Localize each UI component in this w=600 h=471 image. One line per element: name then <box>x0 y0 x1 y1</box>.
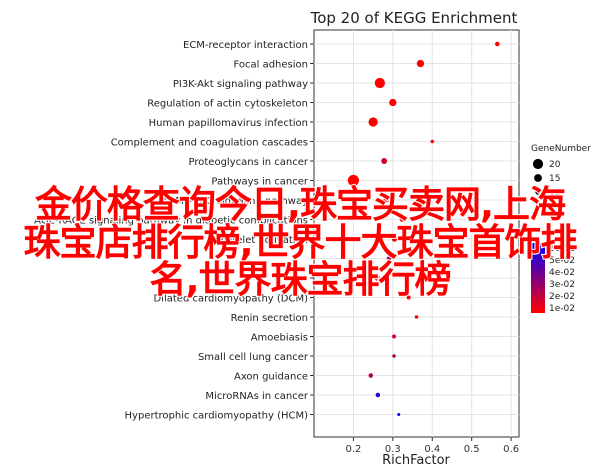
size-legend: 20 15 10 5 <box>532 158 561 212</box>
data-point <box>392 354 396 358</box>
color-legend-labels: 6e-02 5e-02 4e-02 3e-02 2e-02 1e-02 <box>549 244 575 314</box>
size-legend-dot <box>536 204 540 208</box>
y-tick-label: Pathways in cancer <box>211 177 308 188</box>
y-tick-label: Proteoglycans in cancer <box>189 157 309 168</box>
color-legend-label: 2e-02 <box>549 292 575 302</box>
size-legend-label: 20 <box>549 160 561 170</box>
y-tick-label: MicroRNAs in cancer <box>205 391 308 402</box>
data-point <box>375 392 381 398</box>
color-legend-label: 5e-02 <box>549 256 575 266</box>
data-point <box>416 59 425 68</box>
size-legend-dot <box>534 174 542 182</box>
y-tick-label: Axon guidance <box>234 372 308 383</box>
legend-size-title: GeneNumber <box>531 144 591 154</box>
data-point <box>374 275 380 281</box>
x-tick-label: 0.2 <box>345 444 361 455</box>
data-point <box>386 256 392 261</box>
y-tick-label: cGMP-PKG signaling pathway <box>162 196 308 207</box>
legend: GeneNumber 20 15 10 5 6e-02 5e-02 4e-02 3e-02 2… <box>531 144 591 314</box>
x-tick-label: 0.4 <box>424 444 440 455</box>
plot-panel <box>313 29 520 438</box>
y-tick-label: Renin secretion <box>231 313 308 324</box>
y-axis-labels: ECM-receptor interaction Focal adhesion PI… <box>34 40 314 422</box>
data-point <box>374 77 385 89</box>
watermark-line-2: 珠宝店排行榜,世界十大珠宝首饰排 <box>22 221 578 264</box>
x-tick-label: 0.6 <box>503 444 519 455</box>
x-axis-title: RichFactor <box>382 453 450 468</box>
chart-title: Top 20 of KEGG Enrichment <box>310 9 518 27</box>
y-tick-label: AGE-RAGE signaling pathway in diabetic c… <box>34 216 308 227</box>
color-legend-label: 6e-02 <box>549 244 575 254</box>
y-tick-label: Platelet activation <box>217 235 308 246</box>
x-axis-ticks: 0.2 0.3 0.4 0.5 0.6 <box>345 437 519 455</box>
watermark-line-3: 名,世界珠宝排行榜 <box>148 258 452 301</box>
y-tick-label: Human papillomavirus infection <box>149 118 308 129</box>
data-points <box>347 41 500 416</box>
data-point <box>391 236 398 242</box>
size-legend-label: 5 <box>549 202 555 212</box>
y-tick-label: Small cell lung cancer <box>198 352 309 363</box>
x-tick-label: 0.5 <box>464 444 480 455</box>
watermark-line-1: 金价格查询今日,珠宝买卖网,上海 <box>34 183 567 226</box>
data-point <box>368 117 378 127</box>
data-point <box>495 41 500 47</box>
color-legend-label: 3e-02 <box>549 280 575 290</box>
y-tick-label: Complement and coagulation cascades <box>111 138 308 149</box>
size-legend-dot <box>532 158 544 170</box>
size-legend-label: 10 <box>549 188 561 198</box>
color-legend-label: 1e-02 <box>549 304 575 314</box>
y-tick-label: Regulation of actin cytoskeleton <box>147 99 308 110</box>
color-bar <box>531 243 545 313</box>
x-tick-label: 0.3 <box>385 444 401 455</box>
data-point <box>397 413 401 416</box>
data-point <box>383 197 389 203</box>
data-point <box>406 295 411 300</box>
grid-lines <box>314 30 519 437</box>
size-legend-label: 15 <box>549 174 560 184</box>
y-tick-label: Focal adhesion <box>233 60 308 71</box>
y-tick-label: Dilated cardiomyopathy (DCM) <box>153 294 308 305</box>
y-tick-label: Amoebiasis <box>251 333 308 344</box>
y-tick-label: ECM-receptor interaction <box>183 40 308 51</box>
y-tick-label: Hypertrophic cardiomyopathy (HCM) <box>125 411 309 422</box>
y-tick-label: PI3K-Akt signaling pathway <box>173 79 308 90</box>
data-point <box>392 334 397 339</box>
data-point <box>347 174 360 187</box>
color-legend-label: 4e-02 <box>549 268 575 278</box>
data-point <box>414 315 419 319</box>
size-legend-dot <box>535 189 541 195</box>
data-point <box>368 373 373 378</box>
data-point <box>430 139 435 144</box>
data-point <box>381 158 388 164</box>
data-point <box>389 98 397 107</box>
data-point <box>399 217 405 222</box>
